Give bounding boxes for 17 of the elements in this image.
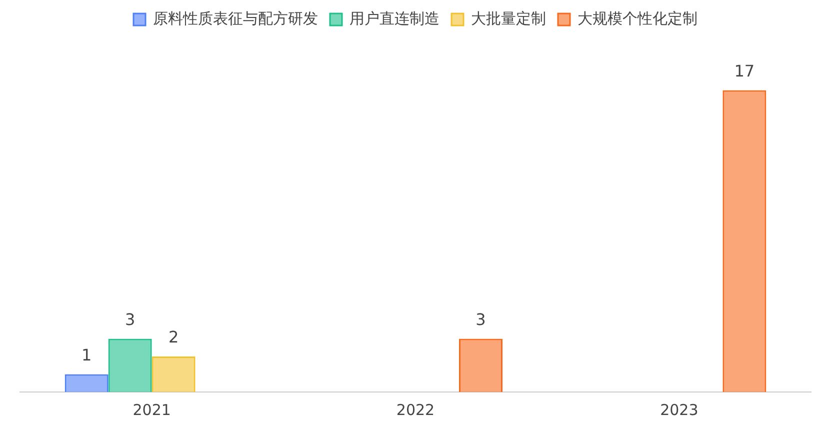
x-tick-label: 2022: [396, 400, 435, 419]
data-label: 17: [734, 61, 755, 80]
data-label: 3: [124, 310, 136, 329]
legend-label: 原料性质表征与配方研发: [153, 9, 318, 28]
data-label: 3: [476, 310, 486, 329]
bar: [722, 90, 766, 392]
x-tick-label: 2023: [660, 400, 698, 419]
legend-label: 大规模个性化定制: [578, 9, 698, 28]
bar: [152, 356, 196, 392]
legend-label: 用户直连制造: [350, 9, 440, 28]
legend-label: 大批量定制: [471, 9, 546, 28]
data-label: 2: [168, 328, 179, 347]
bar: [108, 338, 152, 392]
bar: [64, 374, 108, 392]
bar: [459, 338, 503, 392]
x-tick-label: 2021: [132, 400, 171, 419]
data-label: 1: [81, 345, 92, 364]
